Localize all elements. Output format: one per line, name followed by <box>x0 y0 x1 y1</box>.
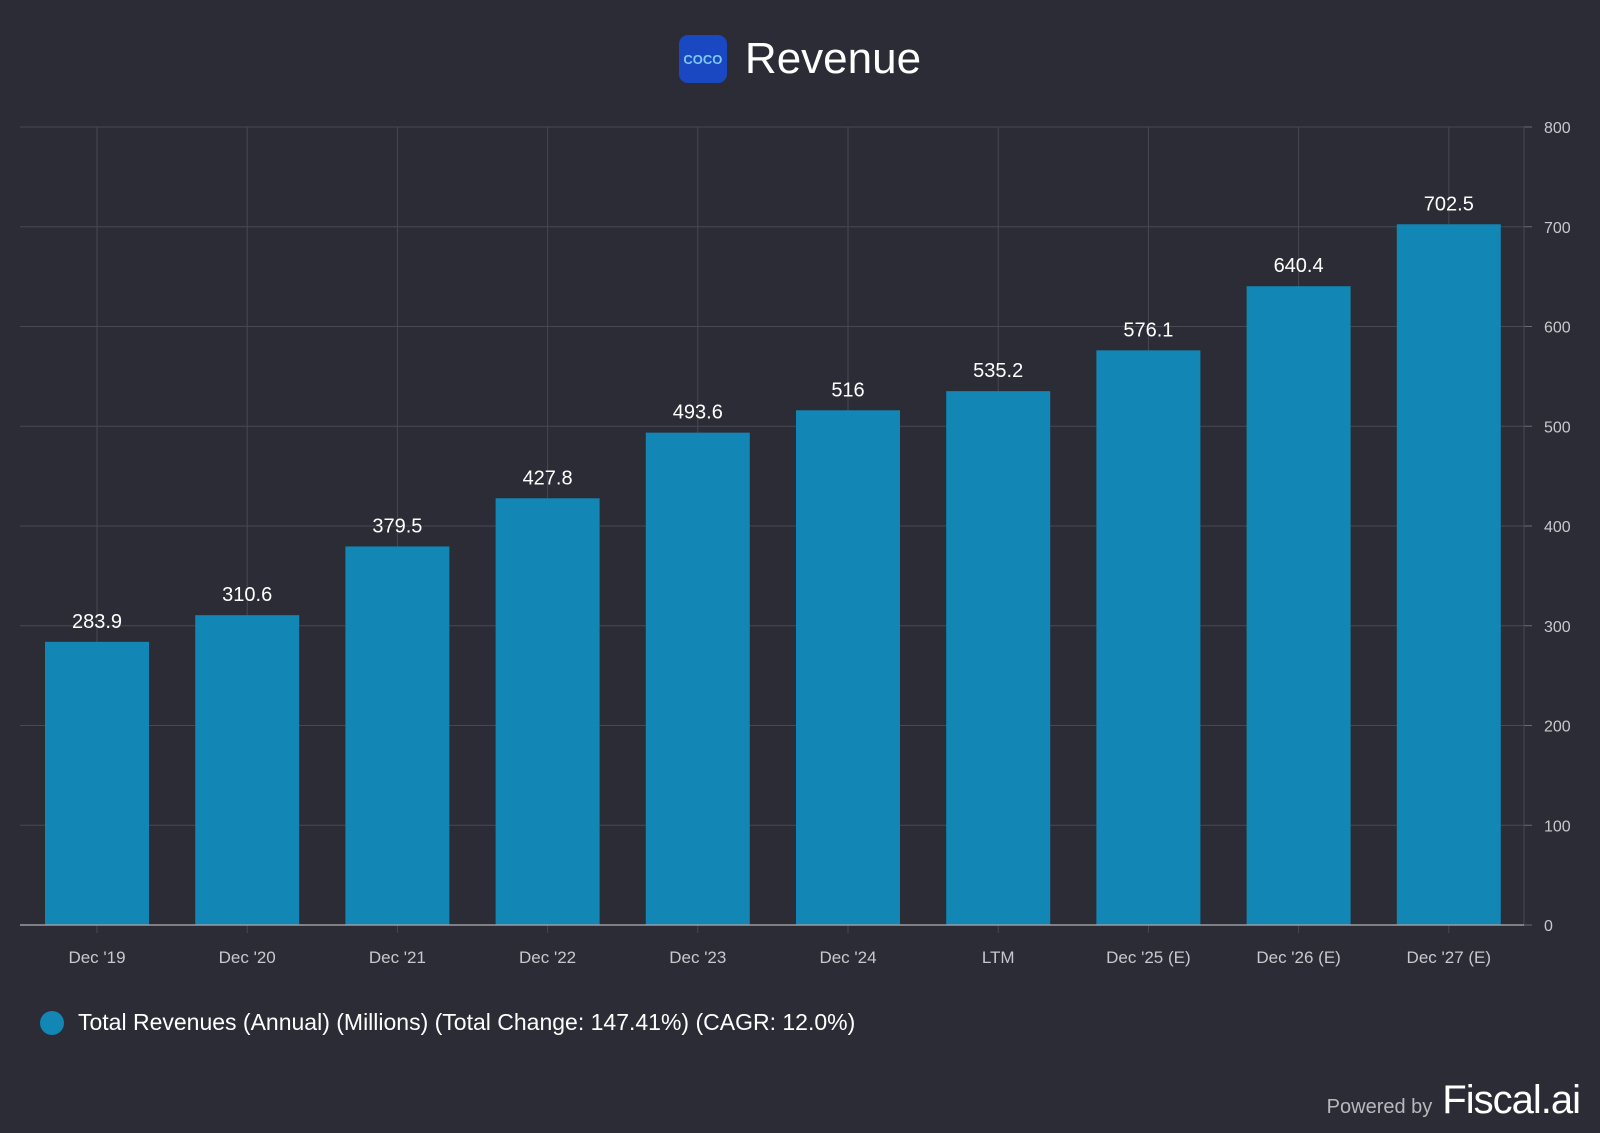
chart-header: COCO Revenue <box>0 34 1600 84</box>
bar <box>495 498 600 925</box>
x-tick-label: Dec '27 (E) <box>1407 948 1492 967</box>
bar-value-label: 516 <box>831 379 864 401</box>
legend-label: Total Revenues (Annual) (Millions) (Tota… <box>78 1009 856 1035</box>
x-tick-label: Dec '26 (E) <box>1256 948 1341 967</box>
x-tick-label: LTM <box>982 948 1015 967</box>
bar <box>1396 224 1501 926</box>
bar-value-label: 493.6 <box>673 402 723 424</box>
y-tick-label: 0 <box>1544 918 1553 935</box>
legend[interactable]: Total Revenues (Annual) (Millions) (Tota… <box>40 1009 855 1036</box>
y-tick-label: 300 <box>1544 619 1571 636</box>
bar <box>1246 286 1351 925</box>
bar-value-label: 576.1 <box>1123 319 1173 341</box>
x-tick-label: Dec '19 <box>68 948 125 967</box>
bar-value-label: 283.9 <box>72 611 122 633</box>
x-tick-label: Dec '22 <box>519 948 576 967</box>
company-logo: COCO <box>678 35 727 83</box>
brand-logo: Fiscal.ai <box>1442 1078 1581 1122</box>
bar <box>946 391 1051 925</box>
chart-title: Revenue <box>744 34 922 83</box>
y-tick-label: 100 <box>1544 818 1571 835</box>
bar-value-label: 379.5 <box>372 515 422 537</box>
x-tick-label: Dec '25 (E) <box>1106 948 1191 967</box>
powered-by[interactable]: Powered by Fiscal.ai <box>1326 1078 1581 1123</box>
bar-value-label: 640.4 <box>1274 255 1324 277</box>
x-tick-label: Dec '23 <box>669 948 726 967</box>
y-tick-label: 700 <box>1544 220 1571 237</box>
y-tick-label: 600 <box>1544 320 1571 337</box>
y-tick-label: 400 <box>1544 519 1571 536</box>
x-tick-label: Dec '24 <box>819 948 876 967</box>
bar-value-label: 310.6 <box>222 584 272 606</box>
bar <box>345 546 450 925</box>
x-tick-label: Dec '21 <box>369 948 426 967</box>
x-tick-label: Dec '20 <box>219 948 276 967</box>
bar <box>45 641 149 925</box>
bar <box>195 615 300 925</box>
bar-value-label: 535.2 <box>973 360 1023 382</box>
bar <box>1096 350 1201 926</box>
logo-text: COCO <box>683 51 723 67</box>
y-tick-label: 500 <box>1544 419 1571 436</box>
y-tick-label: 800 <box>1544 120 1571 137</box>
powered-by-text: Powered by <box>1326 1096 1433 1118</box>
legend-swatch <box>40 1010 64 1035</box>
y-tick-label: 200 <box>1544 719 1571 736</box>
bar-value-label: 702.5 <box>1424 193 1474 215</box>
bar-value-label: 427.8 <box>523 467 573 489</box>
bar <box>796 410 900 925</box>
bar <box>645 432 750 925</box>
